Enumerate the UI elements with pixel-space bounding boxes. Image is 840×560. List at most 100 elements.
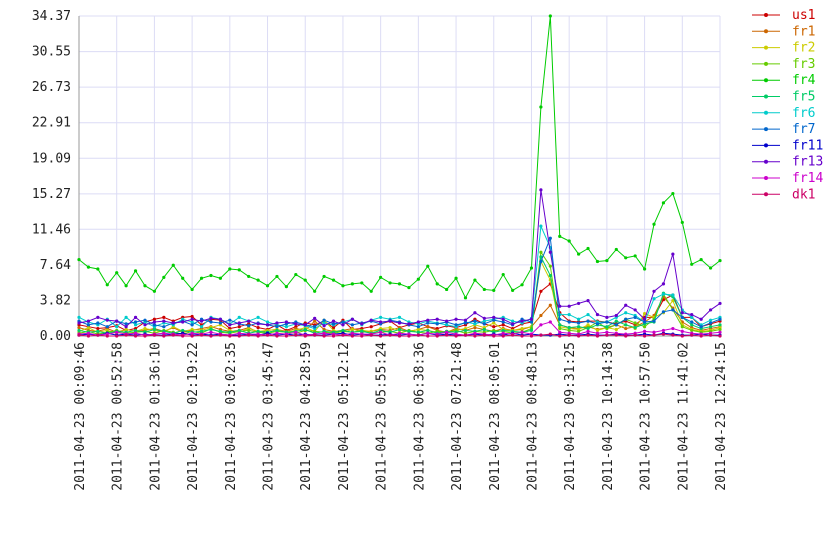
point	[86, 319, 91, 323]
point	[614, 323, 618, 327]
point	[492, 325, 496, 329]
point	[124, 315, 128, 319]
point	[124, 333, 128, 337]
point	[275, 334, 279, 338]
legend-label: fr1	[792, 24, 815, 39]
point	[586, 319, 590, 323]
point	[209, 334, 213, 338]
legend-marker	[764, 61, 768, 66]
y-tick-label: 11.46	[32, 222, 71, 237]
point	[520, 326, 524, 331]
point	[133, 331, 138, 335]
point	[426, 334, 430, 338]
point	[303, 327, 307, 332]
point	[152, 333, 157, 337]
point	[77, 333, 81, 337]
x-tick-label: 2011-04-23 05:55:24	[375, 342, 390, 491]
point	[397, 327, 402, 332]
point	[379, 315, 383, 319]
point	[275, 321, 279, 325]
point	[482, 333, 486, 337]
point	[341, 333, 345, 337]
point	[501, 331, 505, 335]
point	[605, 315, 609, 319]
point	[275, 328, 279, 333]
point	[624, 323, 628, 327]
legend-item: fr11	[752, 138, 823, 153]
point	[162, 275, 166, 279]
x-tick-label: 2011-04-23 00:52:58	[111, 342, 126, 491]
y-tick-label: 22.91	[32, 116, 71, 131]
point	[558, 317, 562, 321]
point	[605, 333, 609, 337]
point	[322, 321, 326, 325]
point	[228, 323, 232, 327]
point	[539, 323, 543, 327]
point	[237, 268, 241, 272]
point	[567, 304, 571, 308]
point	[473, 319, 477, 323]
point	[237, 331, 241, 335]
point	[699, 325, 703, 329]
point	[463, 321, 468, 325]
point	[407, 322, 411, 326]
legend-item: dk1	[752, 187, 815, 202]
point	[256, 315, 260, 319]
legend-marker	[764, 29, 768, 34]
point	[133, 315, 138, 319]
y-tick-label: 3.82	[40, 293, 71, 308]
point	[586, 312, 590, 317]
point	[181, 334, 185, 338]
point	[218, 333, 222, 337]
point	[284, 325, 288, 329]
point	[247, 328, 251, 333]
point	[171, 321, 175, 325]
x-tick-label: 2011-04-23 02:19:22	[186, 342, 201, 491]
point	[708, 318, 713, 322]
point	[133, 269, 138, 273]
point	[473, 311, 477, 315]
point	[265, 323, 270, 327]
point	[492, 315, 496, 319]
point	[482, 287, 486, 292]
x-tick-label: 2011-04-23 00:09:46	[73, 342, 88, 491]
y-tick-label: 19.09	[32, 151, 71, 166]
point	[416, 277, 420, 281]
point	[614, 313, 618, 318]
point	[501, 272, 505, 277]
point	[652, 297, 656, 301]
point	[143, 318, 147, 322]
point	[313, 319, 317, 323]
point	[708, 308, 713, 312]
point	[247, 324, 251, 328]
point	[501, 323, 505, 327]
point	[642, 317, 647, 321]
point	[115, 325, 119, 329]
point	[652, 333, 656, 337]
point	[256, 334, 260, 338]
point	[313, 316, 317, 320]
point	[520, 334, 524, 338]
point	[463, 328, 468, 333]
point	[605, 320, 609, 324]
point	[199, 276, 204, 280]
point	[652, 330, 656, 334]
point	[218, 317, 222, 321]
point	[463, 318, 468, 322]
point	[548, 320, 552, 324]
point	[642, 267, 647, 271]
point	[624, 317, 628, 321]
point	[96, 321, 100, 325]
point	[539, 255, 543, 259]
point	[426, 325, 430, 329]
point	[218, 329, 222, 333]
point	[548, 236, 552, 240]
point	[190, 331, 194, 335]
point	[511, 333, 515, 337]
point	[718, 317, 722, 321]
point	[718, 258, 722, 263]
point	[624, 303, 628, 307]
point	[86, 323, 91, 327]
point	[586, 326, 590, 331]
legend-item: fr6	[752, 106, 815, 121]
